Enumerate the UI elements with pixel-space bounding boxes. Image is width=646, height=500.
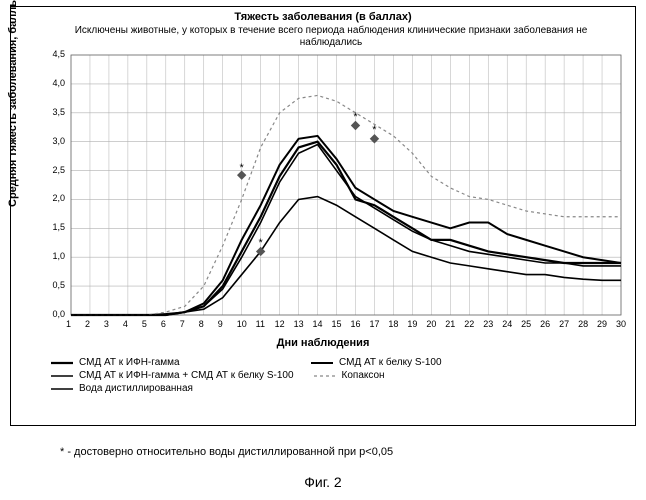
x-tick-label: 9 bbox=[218, 319, 223, 329]
x-tick-label: 1 bbox=[66, 319, 71, 329]
x-tick-label: 7 bbox=[180, 319, 185, 329]
x-tick-label: 2 bbox=[85, 319, 90, 329]
legend-swatch bbox=[314, 371, 336, 381]
x-tick-label: 22 bbox=[464, 319, 474, 329]
series-line bbox=[71, 136, 621, 315]
y-tick-label: 2,0 bbox=[52, 193, 65, 203]
significance-star: * bbox=[240, 162, 244, 174]
x-tick-label: 19 bbox=[407, 319, 417, 329]
x-tick-label: 24 bbox=[502, 319, 512, 329]
legend-label: СМД АТ к ИФН-гамма + СМД АТ к белку S-10… bbox=[79, 370, 294, 381]
chart-container: Тяжесть заболевания (в баллах) Исключены… bbox=[10, 6, 636, 426]
series-line bbox=[71, 197, 621, 315]
legend-label: СМД АТ к ИФН-гамма bbox=[79, 357, 180, 368]
y-tick-label: 3,0 bbox=[52, 136, 65, 146]
y-tick-label: 4,0 bbox=[52, 78, 65, 88]
y-tick-label: 3,5 bbox=[52, 107, 65, 117]
y-tick-label: 0,0 bbox=[52, 309, 65, 319]
x-axis-label: Дни наблюдения bbox=[11, 337, 635, 349]
legend-swatch bbox=[311, 358, 333, 368]
x-tick-label: 12 bbox=[275, 319, 285, 329]
x-tick-label: 26 bbox=[540, 319, 550, 329]
x-tick-label: 3 bbox=[104, 319, 109, 329]
series-line bbox=[71, 95, 621, 315]
x-tick-label: 23 bbox=[483, 319, 493, 329]
legend-label: Копаксон bbox=[342, 370, 385, 381]
x-tick-label: 15 bbox=[332, 319, 342, 329]
x-tick-label: 10 bbox=[237, 319, 247, 329]
x-tick-label: 25 bbox=[521, 319, 531, 329]
x-tick-label: 11 bbox=[256, 319, 265, 329]
x-tick-label: 21 bbox=[445, 319, 455, 329]
x-tick-label: 29 bbox=[597, 319, 607, 329]
x-tick-label: 27 bbox=[559, 319, 569, 329]
x-tick-label: 18 bbox=[388, 319, 398, 329]
legend-item: СМД АТ к ИФН-гамма bbox=[51, 357, 291, 368]
significance-star: * bbox=[353, 111, 357, 123]
x-tick-label: 20 bbox=[426, 319, 436, 329]
legend: СМД АТ к ИФН-гамма СМД АТ к белку S-100 СМ… bbox=[51, 357, 611, 396]
significance-star: * bbox=[259, 237, 263, 249]
legend-item: СМД АТ к белку S-100 bbox=[311, 357, 551, 368]
y-tick-label: 1,5 bbox=[52, 222, 65, 232]
x-tick-label: 17 bbox=[369, 319, 379, 329]
legend-item: Вода дистиллированная bbox=[51, 383, 291, 394]
legend-swatch bbox=[51, 358, 73, 368]
footnote: * - достоверно относительно воды дистилл… bbox=[60, 446, 393, 458]
x-tick-label: 14 bbox=[313, 319, 323, 329]
x-tick-label: 30 bbox=[616, 319, 626, 329]
legend-swatch bbox=[51, 384, 73, 394]
y-tick-label: 2,5 bbox=[52, 165, 65, 175]
x-tick-label: 4 bbox=[123, 319, 128, 329]
x-tick-label: 28 bbox=[578, 319, 588, 329]
legend-swatch bbox=[51, 371, 73, 381]
y-tick-label: 1,0 bbox=[52, 251, 65, 261]
x-tick-label: 16 bbox=[350, 319, 360, 329]
y-tick-label: 0,5 bbox=[52, 280, 65, 290]
legend-item: СМД АТ к ИФН-гамма + СМД АТ к белку S-10… bbox=[51, 370, 294, 381]
legend-label: СМД АТ к белку S-100 bbox=[339, 357, 442, 368]
x-tick-label: 13 bbox=[294, 319, 304, 329]
figure-label: Фиг. 2 bbox=[0, 474, 646, 490]
series-line bbox=[71, 145, 621, 315]
x-tick-label: 8 bbox=[199, 319, 204, 329]
significance-star: * bbox=[372, 124, 376, 136]
x-tick-label: 5 bbox=[142, 319, 147, 329]
x-tick-label: 6 bbox=[161, 319, 166, 329]
y-tick-label: 4,5 bbox=[52, 49, 65, 59]
legend-item: Копаксон bbox=[314, 370, 554, 381]
legend-label: Вода дистиллированная bbox=[79, 383, 193, 394]
